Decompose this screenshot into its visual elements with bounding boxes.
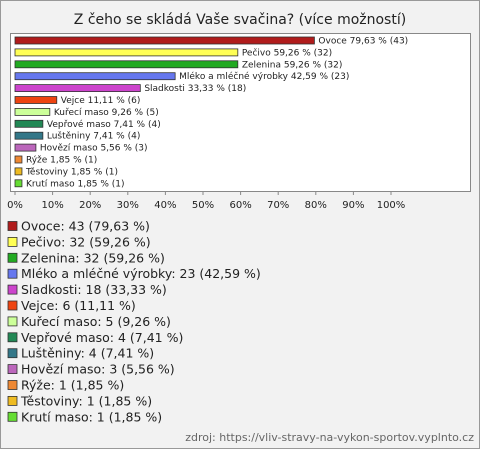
legend-swatch [7, 300, 18, 311]
value-label: Vepřové maso 7,41 % (4) [47, 119, 161, 130]
legend-swatch [7, 364, 18, 375]
plot-area [10, 33, 471, 192]
value-label: Krutí maso 1,85 % (1) [26, 179, 125, 189]
x-tick-label: 20% [79, 200, 101, 211]
legend-label: Těstoviny: 1 (1,85 %) [20, 393, 152, 408]
bar [14, 131, 44, 140]
legend-swatch [7, 268, 18, 279]
bar [14, 167, 23, 176]
legend-swatch [7, 221, 18, 231]
legend-label: Hovězí maso: 3 (5,56 %) [21, 362, 175, 377]
legend-label: Sladkosti: 18 (33,33 %) [21, 282, 167, 297]
legend-swatch [7, 411, 18, 422]
bar [14, 84, 141, 92]
legend-label: Vejce: 6 (11,11 %) [21, 298, 136, 313]
x-tick-label: 0% [7, 200, 23, 211]
bar [14, 119, 44, 128]
legend-label: Mléko a mléčné výrobky: 23 (42,59 %) [21, 266, 261, 281]
legend-swatch [7, 284, 18, 295]
legend-label: Ovoce: 43 (79,63 %) [21, 219, 150, 234]
legend-label: Kuřecí maso: 5 (9,26 %) [21, 314, 171, 329]
legend-label: Pečivo: 32 (59,26 %) [21, 234, 151, 249]
x-tick-label: 100% [377, 200, 406, 211]
legend-swatch [7, 236, 18, 247]
value-label: Mléko a mléčné výrobky 42,59 % (23) [179, 71, 349, 82]
value-label: Luštěniny 7,41 % (4) [47, 131, 140, 142]
x-tick-label: 80% [305, 200, 327, 211]
legend-label: Luštěniny: 4 (7,41 %) [21, 346, 154, 361]
legend-label: Rýže: 1 (1,85 %) [21, 378, 124, 393]
value-label: Vejce 11,11 % (6) [61, 96, 141, 106]
source: zdroj: https://vliv-stravy-na-vykon-spor… [185, 431, 474, 444]
value-label: Rýže 1,85 % (1) [26, 156, 97, 166]
bar [14, 96, 58, 104]
value-label: Sladkosti 33,33 % (18) [144, 84, 246, 94]
x-tick-label: 50% [192, 200, 214, 211]
x-tick-label: 30% [117, 200, 139, 211]
bar [14, 143, 37, 152]
bar [14, 72, 176, 81]
legend-label: Krutí maso: 1 (1,85 %) [21, 409, 162, 424]
legend-swatch [7, 348, 18, 359]
legend-label: Vepřové maso: 4 (7,41 %) [21, 330, 183, 345]
value-label: Ovoce 79,63 % (43) [318, 37, 408, 47]
value-label: Zelenina 59,26 % (32) [242, 60, 343, 70]
bar [14, 48, 239, 57]
bar [14, 36, 315, 45]
bar [14, 179, 23, 188]
value-label: Pečivo 59,26 % (32) [242, 47, 332, 58]
legend-swatch [7, 316, 18, 327]
value-label: Hovězí maso 5,56 % (3) [40, 144, 148, 154]
x-tick-label: 10% [41, 200, 63, 211]
chart-title: Z čeho se skládá Vaše svačina? (více mož… [74, 12, 406, 28]
x-tick-label: 60% [229, 200, 251, 211]
value-label: Těstoviny 1,85 % (1) [25, 167, 118, 177]
x-tick-label: 40% [154, 200, 176, 211]
bar [14, 155, 23, 164]
bar [14, 60, 239, 69]
bar [14, 108, 51, 116]
x-tick-label: 70% [267, 200, 289, 211]
x-tick-label: 90% [342, 200, 364, 211]
value-label: Kuřecí maso 9,26 % (5) [54, 108, 159, 118]
legend-swatch [7, 395, 18, 406]
legend-swatch [7, 380, 18, 390]
legend-swatch [7, 332, 18, 343]
legend-label: Zelenina: 32 (59,26 %) [21, 250, 165, 265]
legend-swatch [7, 252, 18, 263]
